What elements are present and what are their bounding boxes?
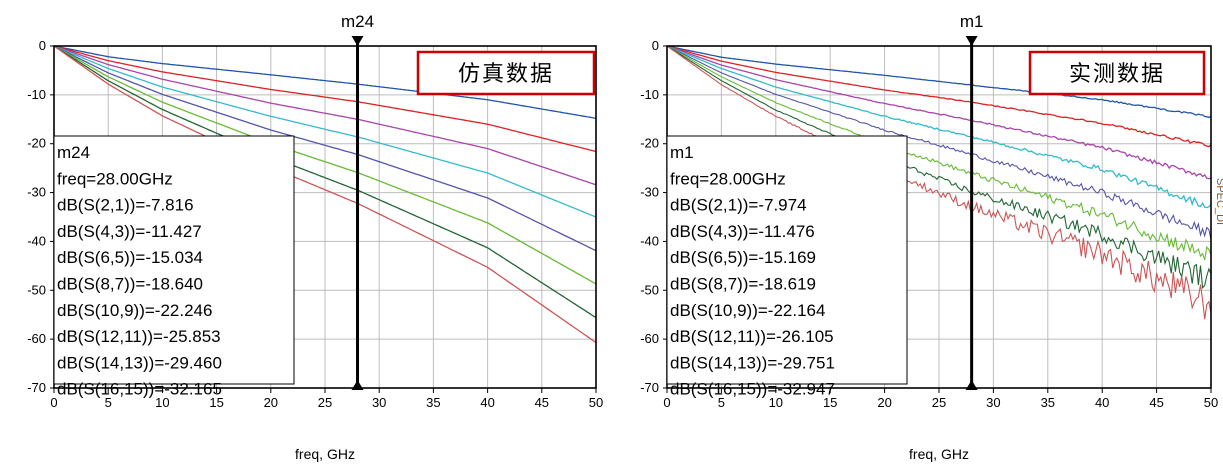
marker-name: m1 [960,12,984,31]
data-source-label: 仿真数据 [458,62,554,87]
x-axis-label: freq, GHz [909,446,969,462]
marker-readout[interactable]: m1 freq=28.00GHz dB(S(2,1))=-7.974 dB(S(4,3… [666,135,908,399]
series-group [666,45,1212,320]
y-tick-label: -30 [640,185,659,200]
x-tick-label: 25 [318,395,332,410]
x-tick-label: 5 [105,395,112,410]
x-tick-label: 40 [1095,395,1109,410]
series-0-line [53,45,597,119]
readout-line: dB(S(14,13))=-29.460 [57,353,222,372]
x-tick-label: 40 [480,395,494,410]
x-tick-label: 0 [50,395,57,410]
x-tick-label: 35 [1041,395,1055,410]
readout-line: freq=28.00GHz [670,169,786,188]
y-tick-label: -40 [640,233,659,248]
y-tick-label: -70 [27,380,46,395]
series-7-line [53,45,597,344]
x-tick-label: 10 [769,395,783,410]
series-6-line [666,45,1212,289]
y-tick-label: -10 [640,87,659,102]
series-group [53,45,597,344]
marker-top-triangle[interactable] [351,36,364,46]
series-2-line [53,45,597,186]
readout-box [53,135,295,385]
data-source-box [1028,50,1206,96]
series-1-line [53,45,597,153]
x-tick-label: 45 [535,395,549,410]
x-tick-label: 25 [932,395,946,410]
readout-line: dB(S(10,9))=-22.164 [670,301,825,320]
readout-line: dB(S(16,15))=-32.165 [57,380,222,399]
marker-bottom-triangle[interactable] [351,380,364,390]
series-4-line [666,45,1212,241]
readout-line: dB(S(2,1))=-7.974 [670,196,807,215]
x-tick-label: 45 [1149,395,1163,410]
readout-line: dB(S(10,9))=-22.246 [57,301,212,320]
x-tick-label: 15 [209,395,223,410]
chart-simulated: 0 5 10 15 20 25 30 35 40 45 50 0 -10 -20 -30 -40 -50 -60 -… [27,12,603,462]
y-tick-label: -20 [640,136,659,151]
y-tick-label: -40 [27,233,46,248]
series-0-line [666,45,1212,119]
readout-line: dB(S(12,11))=-25.853 [57,327,221,346]
readout-line: dB(S(4,3))=-11.476 [670,222,815,241]
series-6-line [53,45,597,319]
readout-line: dB(S(4,3))=-11.427 [57,222,202,241]
data-source-box [416,50,596,96]
x-tick-label: 30 [986,395,1000,410]
readout-title: m24 [57,143,90,162]
x-tick-label: 50 [1204,395,1218,410]
readout-line: dB(S(12,11))=-26.105 [670,327,834,346]
y-tick-label: -20 [27,136,46,151]
series-4-line [53,45,597,252]
marker-top-triangle[interactable] [965,36,978,46]
readout-line: dB(S(8,7))=-18.619 [670,275,816,294]
y-tick-label: -60 [640,331,659,346]
series-1-line [666,45,1212,148]
data-source-label: 实测数据 [1069,62,1165,87]
y-tick-label: -50 [27,282,46,297]
series-3-line [53,45,597,218]
readout-line: dB(S(14,13))=-29.751 [670,353,835,372]
marker-bottom-triangle[interactable] [965,380,978,390]
y-tick-label: 0 [652,38,659,53]
x-tick-label: 10 [155,395,169,410]
series-5-line [53,45,597,285]
x-tick-label: 20 [264,395,278,410]
y-tick-label: -50 [640,282,659,297]
y-tick-label: -30 [27,185,46,200]
marker-name: m24 [341,12,374,31]
chart-measured: 0 5 10 15 20 25 30 35 40 45 50 0 -10 -20 -30 -40 -50 -60 -… [640,12,1223,462]
x-tick-label: 20 [877,395,891,410]
x-tick-label: 30 [372,395,386,410]
readout-title: m1 [670,143,694,162]
x-tick-label: 5 [718,395,725,410]
y-tick-label: -70 [640,380,659,395]
side-label: SPEC_DI [1214,178,1223,225]
readout-line: dB(S(6,5))=-15.034 [57,248,203,267]
y-tick-label: -60 [27,331,46,346]
readout-line: dB(S(2,1))=-7.816 [57,196,194,215]
series-7-line [666,45,1212,320]
series-2-line [666,45,1212,180]
marker-readout[interactable]: m24 freq=28.00GHz dB(S(2,1))=-7.816 dB(S(4,… [53,135,295,399]
x-tick-label: 15 [823,395,837,410]
x-axis-label: freq, GHz [295,446,355,462]
readout-line: freq=28.00GHz [57,169,173,188]
series-3-line [666,45,1212,209]
y-tick-label: -10 [27,87,46,102]
x-tick-label: 35 [426,395,440,410]
readout-box [666,135,908,385]
readout-line: dB(S(8,7))=-18.640 [57,275,203,294]
readout-line: dB(S(6,5))=-15.169 [670,248,816,267]
marker[interactable] [965,36,978,390]
readout-line: dB(S(16,15))=-32.947 [670,380,835,399]
x-tick-label: 50 [589,395,603,410]
marker[interactable] [351,36,364,390]
y-tick-label: 0 [39,38,46,53]
x-tick-label: 0 [663,395,670,410]
series-5-line [666,45,1212,260]
